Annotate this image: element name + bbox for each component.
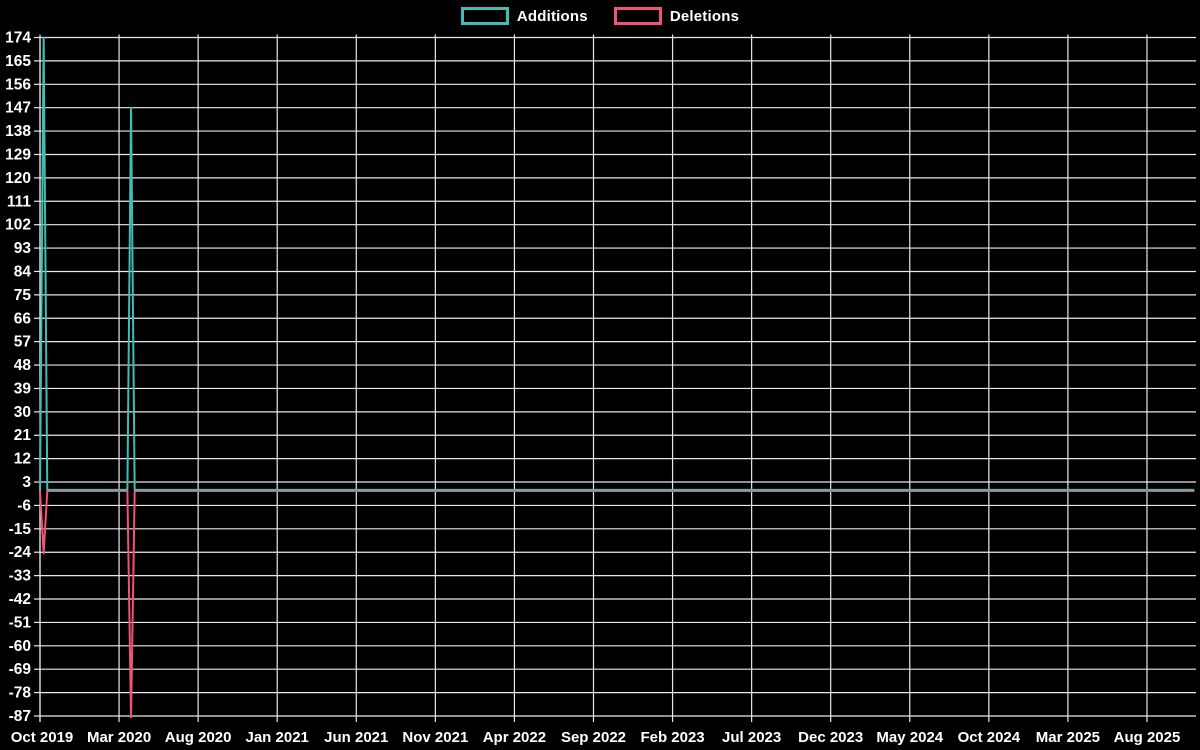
- x-axis-label: Mar 2025: [1036, 729, 1100, 746]
- x-axis-label: Jan 2021: [246, 729, 309, 746]
- y-axis-label: 57: [14, 334, 31, 351]
- y-axis-label: 39: [14, 380, 32, 397]
- y-axis-label: 12: [14, 451, 31, 468]
- y-axis-label: -87: [9, 708, 31, 725]
- y-axis-label: -42: [9, 591, 31, 608]
- legend-label-deletions: Deletions: [669, 7, 740, 25]
- y-axis-label: 174: [5, 30, 31, 47]
- x-axis-label: Oct 2019: [11, 729, 74, 746]
- y-axis-label: 30: [14, 404, 31, 421]
- deletions-swatch-icon: [613, 7, 662, 25]
- x-axis-label: Dec 2023: [798, 729, 863, 746]
- x-axis-label: Aug 2025: [1114, 729, 1181, 746]
- y-axis-label: 129: [5, 146, 31, 163]
- series-line-additions: [39, 36, 1195, 491]
- x-axis-label: Feb 2023: [640, 729, 704, 746]
- y-axis-label: -69: [9, 661, 32, 678]
- y-axis-label: 165: [5, 53, 31, 70]
- legend-item-additions[interactable]: Additions: [460, 7, 588, 25]
- x-axis-label: Aug 2020: [165, 729, 232, 746]
- y-axis-label: -78: [9, 685, 32, 702]
- x-axis-label: Sep 2022: [561, 729, 626, 746]
- y-axis-label: 48: [14, 357, 32, 374]
- y-axis-label: -60: [9, 638, 31, 655]
- y-axis-label: -51: [9, 614, 32, 631]
- additions-swatch-icon: [460, 7, 509, 25]
- y-axis-label: -15: [9, 521, 32, 538]
- y-axis-label: 3: [22, 474, 31, 491]
- x-axis-label: Jul 2023: [722, 729, 781, 746]
- y-axis-label: 21: [14, 427, 32, 444]
- x-axis-label: Jun 2021: [324, 729, 388, 746]
- x-axis-label: May 2024: [876, 729, 943, 746]
- y-axis-label: 102: [5, 217, 31, 234]
- y-axis-label: 66: [14, 310, 32, 327]
- series-line-deletions: [39, 490, 1195, 719]
- y-axis-label: -24: [9, 544, 32, 561]
- y-axis-label: 138: [5, 123, 31, 140]
- y-axis-label: -6: [17, 497, 31, 514]
- legend-item-deletions[interactable]: Deletions: [613, 7, 740, 25]
- y-axis-label: 75: [14, 287, 32, 304]
- y-axis-label: 84: [14, 263, 32, 280]
- y-axis-label: 120: [5, 170, 31, 187]
- y-axis-label: 156: [5, 76, 31, 93]
- legend-label-additions: Additions: [516, 7, 588, 25]
- y-axis-label: 111: [7, 193, 32, 210]
- y-axis-label: 147: [5, 100, 31, 117]
- chart-legend: Additions Deletions: [0, 7, 1200, 25]
- x-axis-label: Nov 2021: [402, 729, 468, 746]
- y-axis-label: 93: [14, 240, 32, 257]
- y-axis-label: -33: [9, 568, 32, 585]
- x-axis-label: Oct 2024: [958, 729, 1021, 746]
- x-axis-label: Apr 2022: [483, 729, 546, 746]
- x-axis-label: Mar 2020: [87, 729, 151, 746]
